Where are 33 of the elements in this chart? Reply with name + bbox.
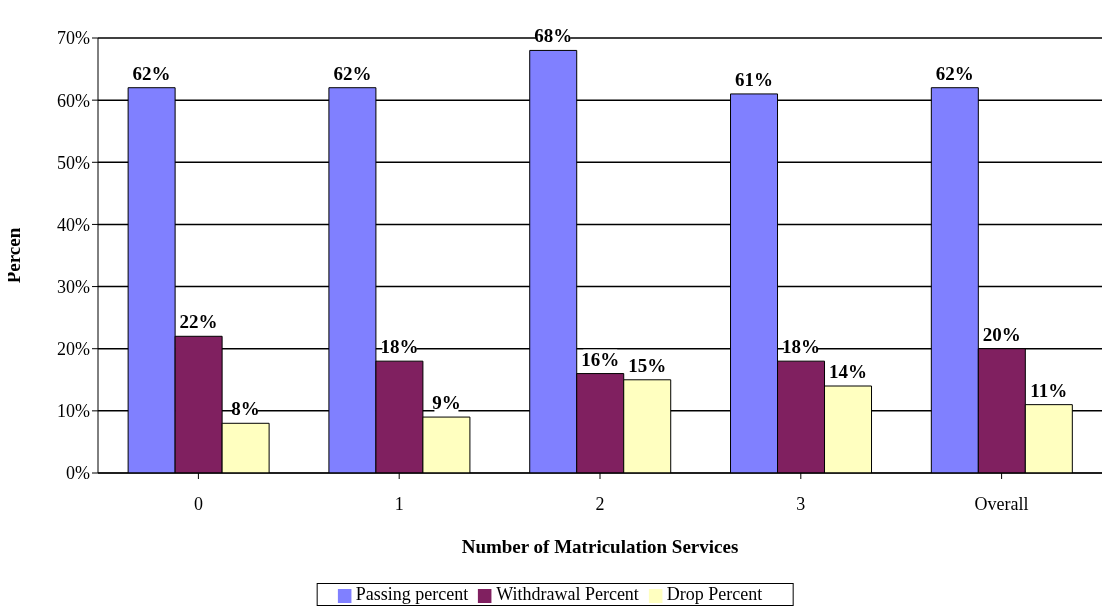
y-tick-label: 40%: [57, 214, 90, 235]
y-tick-label: 20%: [57, 339, 90, 360]
data-label: 62%: [132, 62, 171, 84]
y-tick-label: 70%: [57, 28, 90, 49]
x-tick-label: 3: [796, 493, 806, 514]
legend-label: Passing percent: [355, 584, 469, 604]
x-tick-label: 1: [394, 493, 404, 514]
data-label: 8%: [231, 398, 260, 420]
y-tick-label: 50%: [57, 152, 90, 173]
data-label: 68%: [534, 25, 573, 47]
data-label: 62%: [333, 62, 372, 84]
x-tick-label: 0: [193, 493, 203, 514]
data-label: 18%: [380, 336, 419, 358]
x-tick-label: 2: [595, 493, 605, 514]
legend-label: Drop Percent: [666, 584, 763, 604]
x-tick-label: Overall: [974, 493, 1029, 514]
data-label: 18%: [782, 336, 821, 358]
y-tick-label: 0%: [66, 463, 90, 484]
data-label: 16%: [581, 348, 620, 370]
y-tick-label: 30%: [57, 276, 90, 297]
y-tick-label: 60%: [57, 90, 90, 111]
y-axis-title: Percen: [2, 227, 24, 284]
data-label: 11%: [1030, 379, 1068, 401]
data-label: 15%: [628, 354, 667, 376]
data-label: 62%: [935, 62, 974, 84]
y-tick-label: 10%: [57, 401, 90, 422]
data-label: 22%: [179, 311, 218, 333]
data-label: 9%: [432, 392, 461, 414]
legend-label: Withdrawal Percent: [496, 584, 639, 604]
data-label: 20%: [982, 323, 1021, 345]
x-axis-title: Number of Matriculation Services: [461, 536, 739, 557]
data-label: 61%: [735, 68, 774, 90]
data-label: 14%: [829, 361, 868, 382]
